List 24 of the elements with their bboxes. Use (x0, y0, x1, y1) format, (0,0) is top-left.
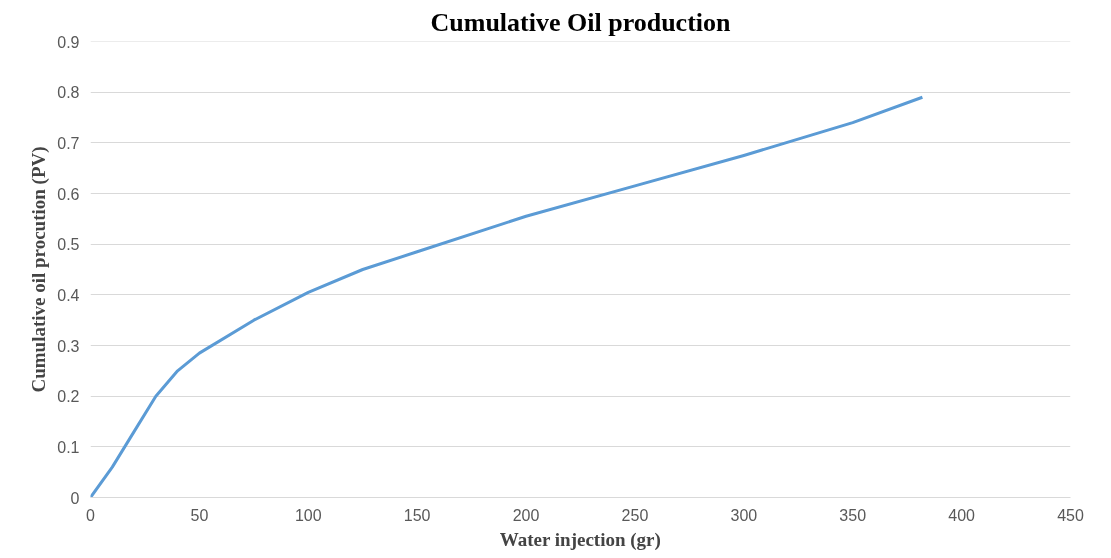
y-tick-label: 0.1 (57, 438, 80, 456)
line-series (90, 95, 924, 498)
x-tick-label: 150 (403, 506, 431, 524)
y-tick-label: 0.4 (57, 286, 80, 304)
x-tick-label: 300 (730, 506, 758, 524)
y-tick-label: 0.2 (57, 388, 80, 406)
y-tick-label: 0.3 (57, 337, 80, 355)
y-tick-label: 0.7 (57, 134, 80, 152)
chart-title: Cumulative Oil production (430, 7, 732, 37)
x-tick-label: 350 (839, 506, 867, 524)
x-tick-label: 450 (1057, 506, 1084, 524)
y-axis-title: Cumulative oil procution (PV) (28, 146, 51, 393)
y-tick-label: 0.9 (57, 33, 80, 51)
x-axis-title: Water injection (gr) (499, 528, 661, 551)
x-tick-label: 250 (621, 506, 649, 524)
y-tick-label: 0.5 (57, 236, 80, 254)
y-tick-label: 0.8 (57, 84, 80, 102)
x-tick-label: 100 (294, 506, 322, 524)
x-tick-label: 400 (948, 506, 976, 524)
x-tick-label: 0 (86, 506, 96, 524)
x-tick-label: 200 (512, 506, 540, 524)
x-tick-label: 50 (190, 506, 209, 524)
y-tick-label: 0.6 (57, 185, 80, 203)
y-tick-label: 0 (70, 489, 80, 507)
